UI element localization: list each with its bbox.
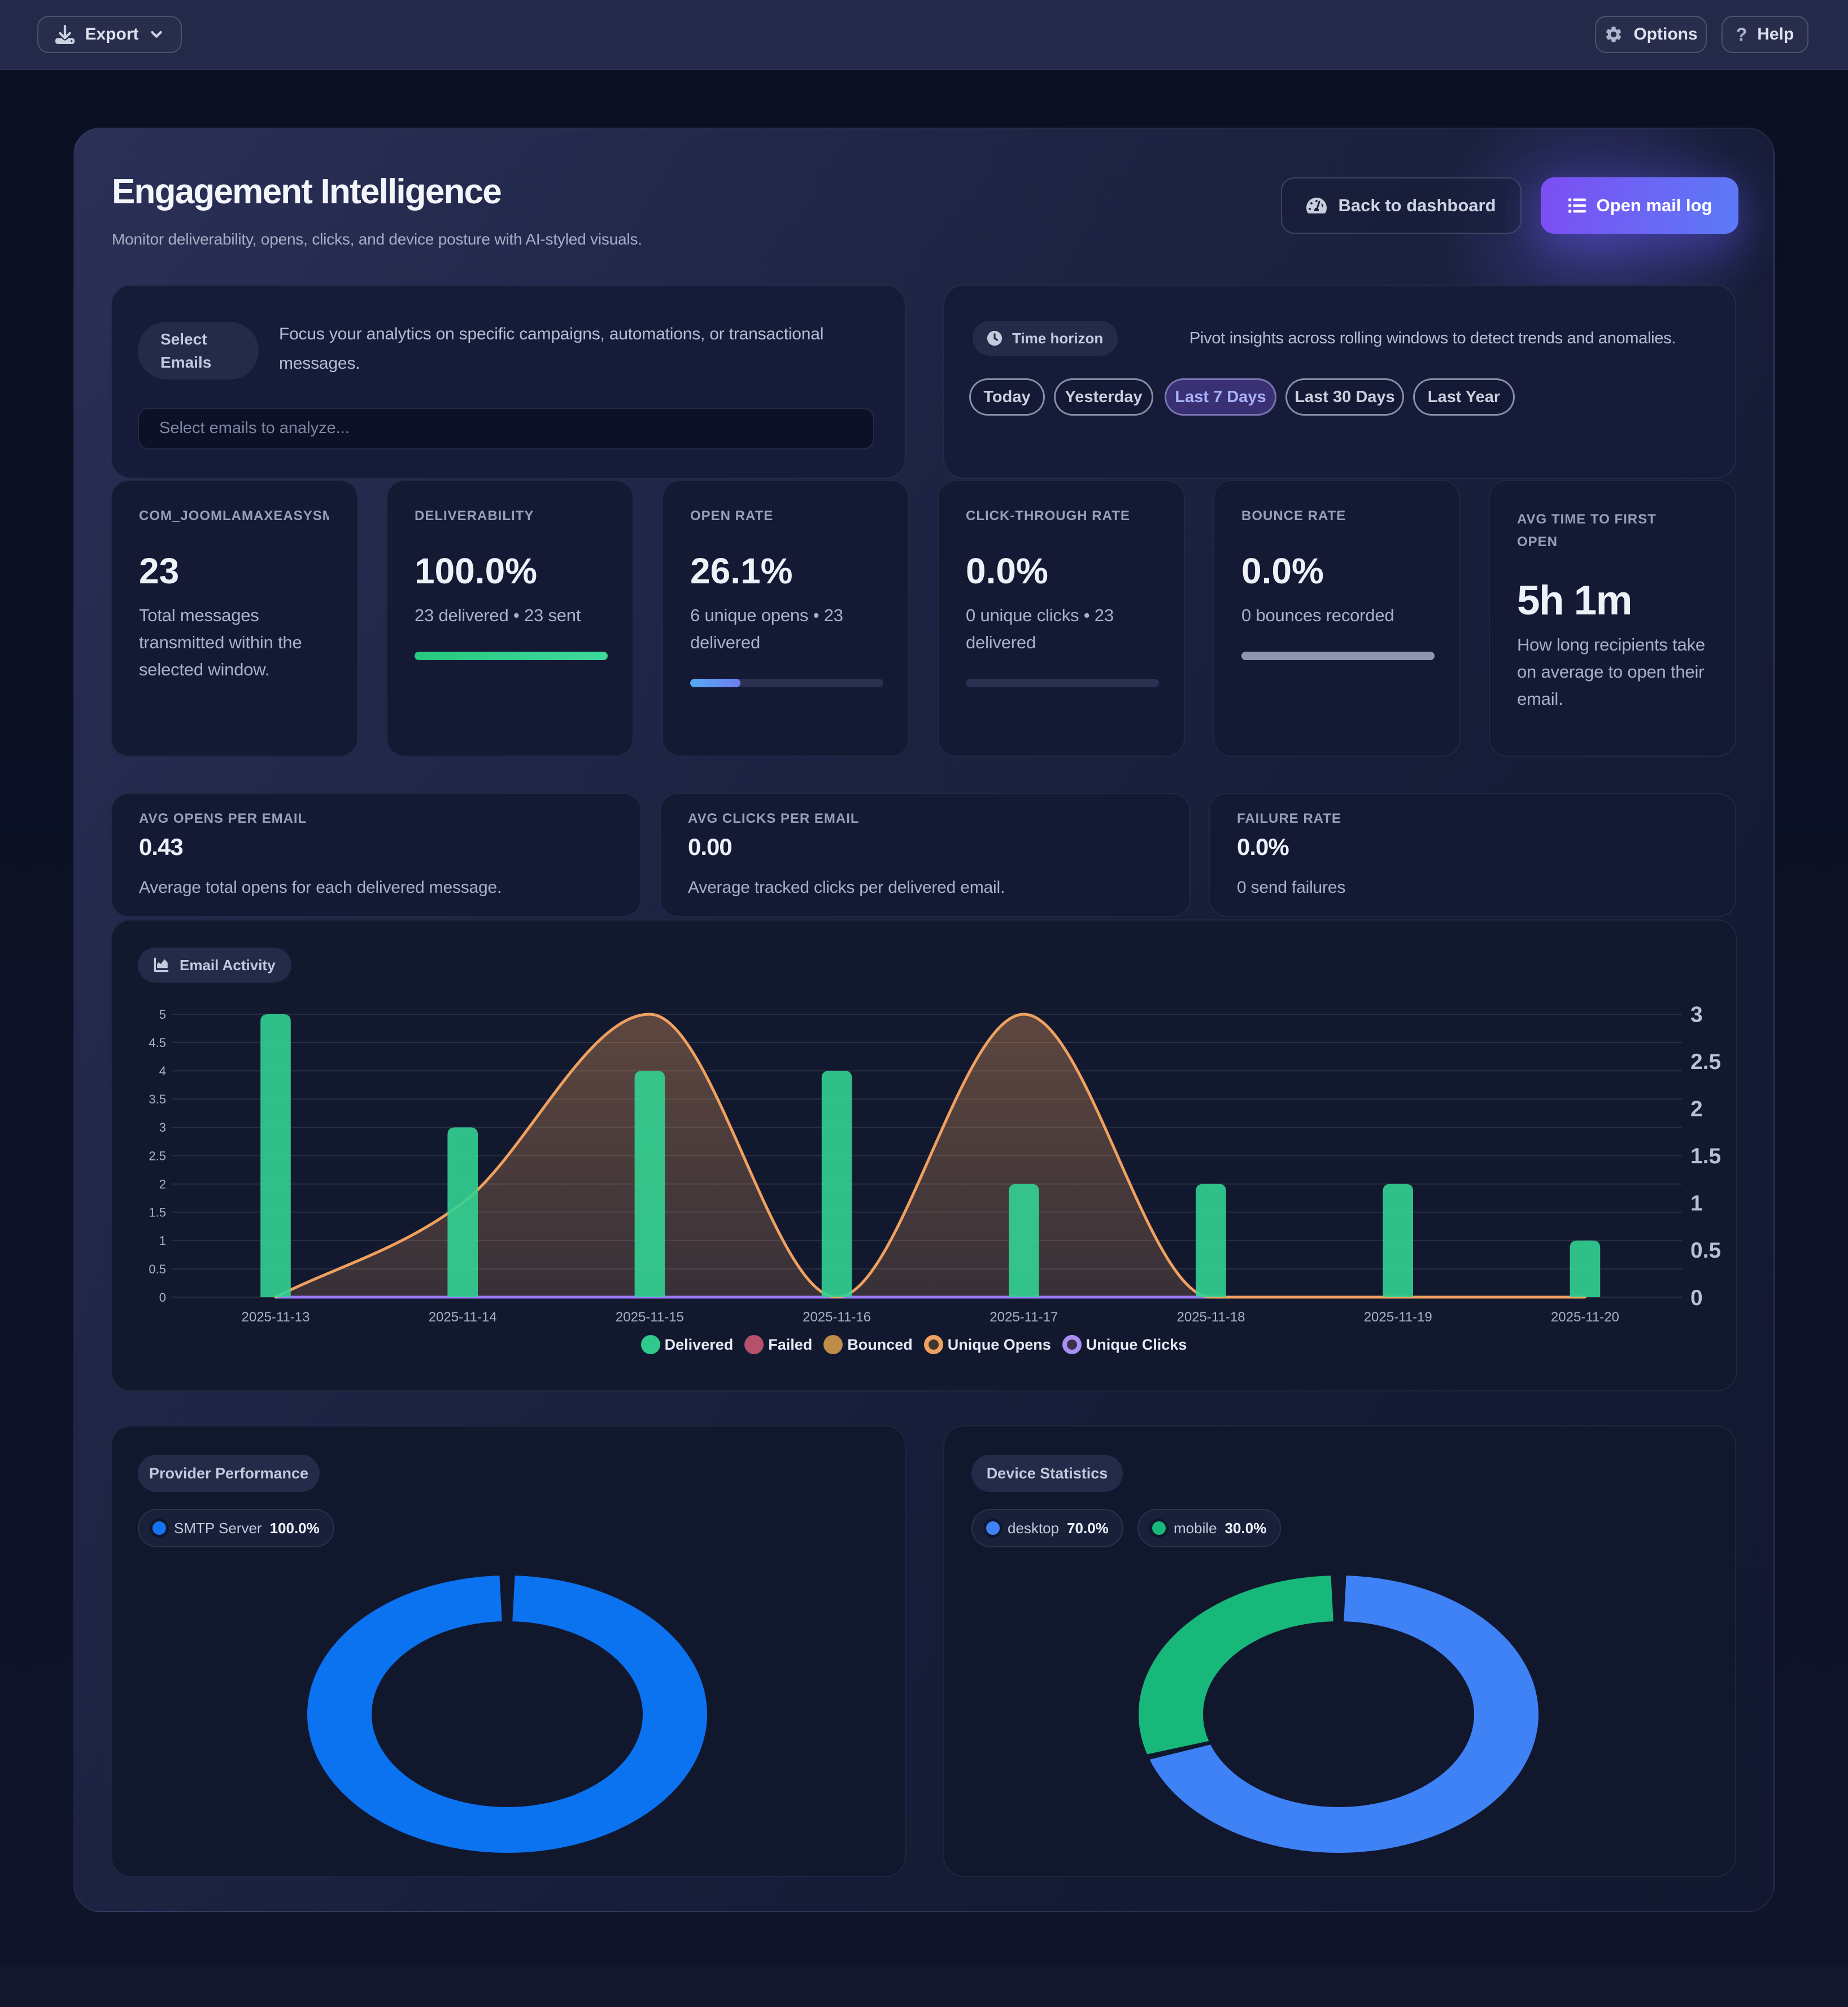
svg-text:1: 1 (159, 1234, 166, 1248)
svg-text:2.5: 2.5 (1690, 1050, 1721, 1074)
svg-text:3: 3 (1690, 1003, 1703, 1027)
svg-text:3: 3 (159, 1120, 166, 1135)
svg-text:0: 0 (159, 1290, 166, 1304)
svg-text:2025-11-13: 2025-11-13 (242, 1310, 310, 1325)
svg-text:5: 5 (159, 1007, 166, 1022)
svg-text:0: 0 (1690, 1286, 1703, 1310)
svg-text:4: 4 (159, 1064, 166, 1078)
svg-text:2: 2 (159, 1177, 166, 1191)
svg-text:2025-11-18: 2025-11-18 (1177, 1310, 1245, 1325)
svg-text:1.5: 1.5 (149, 1205, 166, 1219)
svg-text:4.5: 4.5 (149, 1036, 166, 1050)
svg-text:2: 2 (1690, 1097, 1703, 1122)
svg-text:2025-11-14: 2025-11-14 (429, 1310, 497, 1325)
svg-text:2.5: 2.5 (149, 1149, 166, 1163)
svg-text:1: 1 (1690, 1192, 1703, 1216)
svg-text:2025-11-17: 2025-11-17 (990, 1310, 1058, 1325)
svg-text:3.5: 3.5 (149, 1092, 166, 1106)
svg-text:0.5: 0.5 (149, 1262, 166, 1276)
svg-text:2025-11-16: 2025-11-16 (803, 1310, 871, 1325)
svg-text:0.5: 0.5 (1690, 1238, 1721, 1263)
svg-text:1.5: 1.5 (1690, 1144, 1721, 1168)
svg-text:2025-11-20: 2025-11-20 (1551, 1310, 1619, 1325)
svg-text:2025-11-15: 2025-11-15 (616, 1310, 684, 1325)
svg-text:2025-11-19: 2025-11-19 (1364, 1310, 1432, 1325)
